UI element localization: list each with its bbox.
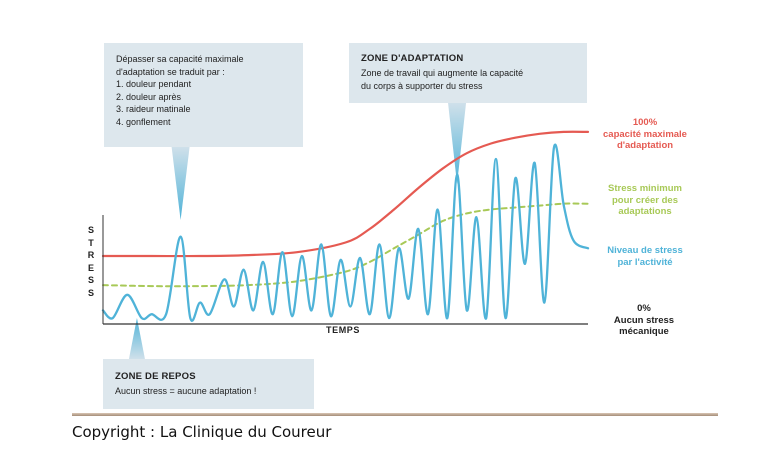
overload-line-4: 2. douleur après [116, 91, 182, 102]
overload-callout-pointer [171, 147, 190, 220]
adaptation-zone-title: ZONE D'ADAPTATION [361, 53, 464, 64]
adaptation-zone-line-1: Zone de travail qui augmente la capacité [361, 68, 524, 78]
adaptation-zone-callout: ZONE D'ADAPTATION Zone de travail qui au… [349, 43, 587, 103]
zero-stress-label-line-3: mécanique [619, 326, 669, 337]
min-stress-label-line-2: pour créer des [612, 194, 678, 206]
adaptation-callout-pointer [448, 103, 467, 184]
series-line-min-stress [102, 202, 589, 288]
axes [102, 215, 588, 325]
rest-zone-callout: ZONE DE REPOS Aucun stress = aucune adap… [103, 359, 314, 409]
x-axis-title: TEMPS [326, 325, 361, 335]
min-stress-label-line-1: Stress minimum [608, 183, 682, 194]
overload-line-1: Dépasser sa capacité maximale [116, 54, 244, 64]
overload-line-5: 3. raideur matinale [116, 104, 191, 114]
activity-stress-label-line-2: par l'activité [617, 256, 673, 268]
overload-line-3: 1. douleur pendant [116, 79, 192, 89]
series-line-max-capacity [101, 130, 590, 258]
min-stress-label-line-3: adaptations [618, 206, 672, 217]
max-capacity-label-line-3: d'adaptation [616, 140, 674, 151]
max-capacity-label: 100% capacité maximale d'adaptation [580, 117, 710, 152]
callout-pointers [128, 103, 467, 359]
activity-stress-label: Niveau de stress par l'activité [580, 245, 710, 268]
y-axis-title: STRESS [87, 225, 95, 298]
overload-line-6: 4. gonflement [116, 116, 171, 127]
max-capacity-label-line-1: 100% [632, 117, 658, 128]
overload-callout: Dépasser sa capacité maximale d'adaptati… [104, 43, 303, 147]
adaptation-zone-line-2: du corps à supporter du stress [361, 80, 483, 91]
rest-zone-title: ZONE DE REPOS [115, 371, 196, 382]
series-layer [101, 130, 590, 322]
copyright-text: Copyright : La Clinique du Coureur [72, 423, 332, 441]
rest-zone-line-1: Aucun stress = aucune adaptation ! [115, 386, 257, 396]
footer-divider [72, 413, 718, 416]
min-stress-label: Stress minimum pour créer des adaptation… [580, 183, 710, 218]
zero-stress-label-line-2: Aucun stress [613, 314, 675, 326]
max-capacity-label-line-2: capacité maximale [603, 128, 687, 140]
activity-stress-label-line-1: Niveau de stress [607, 245, 683, 256]
zero-stress-label: 0% Aucun stress mécanique [584, 303, 704, 338]
overload-line-2: d'adaptation se traduit par : [116, 66, 225, 77]
series-line-activity [101, 143, 590, 322]
zero-stress-label-line-1: 0% [637, 303, 651, 314]
rest-callout-pointer [128, 318, 145, 359]
